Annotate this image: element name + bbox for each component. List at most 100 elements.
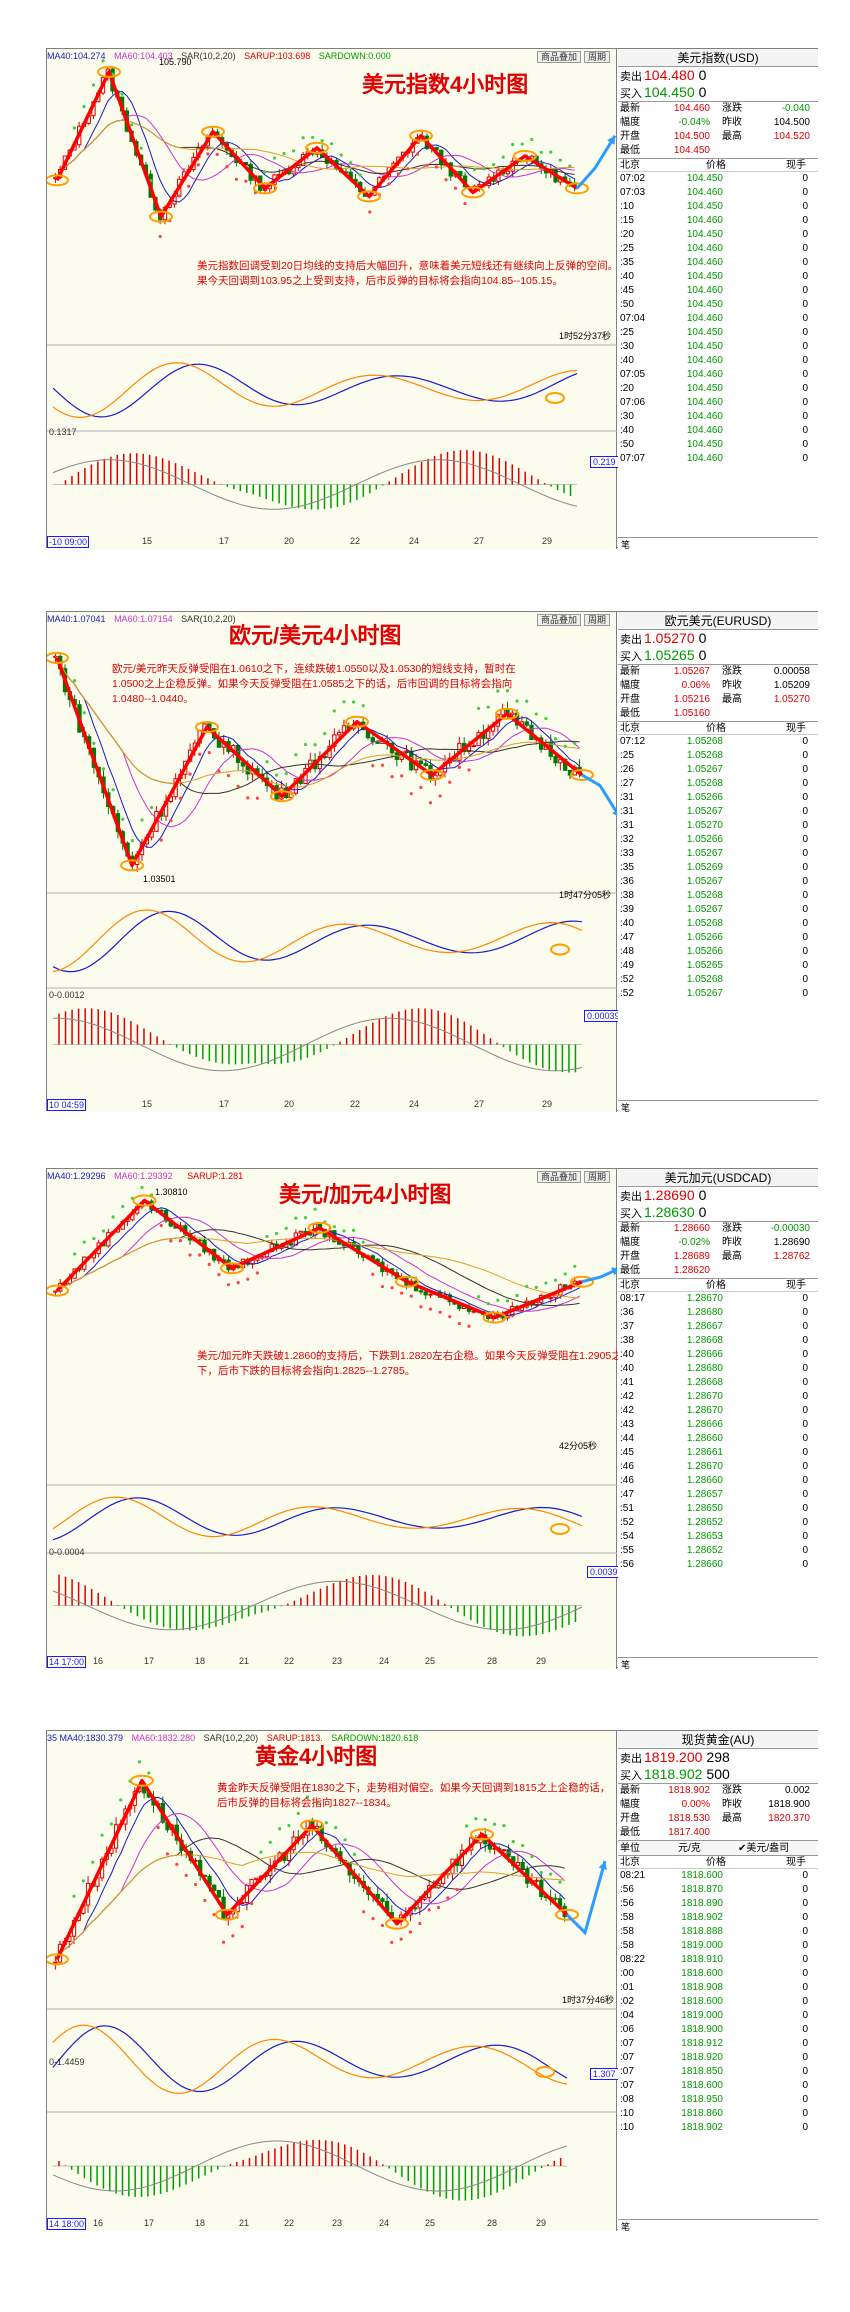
- tick-volume: 0: [802, 1968, 808, 1979]
- sar-dot: [188, 772, 192, 776]
- analysis-annotation: 欧元/美元昨天反弹受阻在1.0610之下，连续跌破1.0550以及1.0530的…: [112, 663, 516, 705]
- stat-row: 幅度 -0.02% 昨收 1.28690: [618, 1236, 818, 1250]
- tick-list[interactable]: 07:12 1.05268 0 :25 1.05268 0 :26 1.0526…: [618, 735, 818, 1001]
- tick-time: :27: [620, 778, 634, 789]
- sar-label: SAR(10,2,20): [181, 614, 236, 624]
- chart-toolbar: 商品叠加 周期: [534, 50, 610, 63]
- sar-dot: [520, 142, 524, 146]
- tick-row: :20 104.450 0: [618, 228, 818, 242]
- tick-volume: 0: [802, 201, 808, 212]
- tick-list[interactable]: 08:17 1.28670 0 :36 1.28680 0 :37 1.2866…: [618, 1292, 818, 1572]
- time-axis-label: 22: [350, 536, 361, 546]
- buy-size: 500: [706, 1766, 730, 1782]
- unit-row[interactable]: 单位 元/克 ✔美元/盎司: [618, 1840, 818, 1855]
- tick-volume: 0: [802, 1940, 808, 1951]
- stat-label: 开盘: [620, 694, 640, 705]
- tick-row: :35 1.05269 0: [618, 861, 818, 875]
- tick-volume: 0: [802, 1307, 808, 1318]
- time-axis-label: 27: [474, 536, 485, 546]
- tick-row: :32 1.05266 0: [618, 833, 818, 847]
- tick-price: 104.460: [686, 411, 723, 422]
- stat-label: 昨收: [722, 680, 742, 691]
- toolbar-button[interactable]: 周期: [583, 51, 610, 63]
- sar-dot: [234, 177, 238, 181]
- price-chart[interactable]: MA40:1.29296 MA60:1.29392 SARUP:1.281 商品…: [47, 1169, 626, 1669]
- price-chart[interactable]: 35 MA40:1830.379 MA60:1832.280 SAR(10,2,…: [47, 1731, 619, 2231]
- candle-body: [471, 745, 476, 748]
- buy-price: 104.450: [644, 84, 695, 100]
- tick-volume: 0: [802, 2052, 808, 2063]
- tick-time: :46: [620, 1461, 634, 1472]
- sar-dot: [492, 1822, 497, 1826]
- unit-option-ounce[interactable]: ✔美元/盎司: [738, 1843, 790, 1854]
- chart-title: 欧元/美元4小时图: [229, 623, 402, 648]
- sar-dot: [425, 163, 429, 167]
- tick-time: :56: [620, 1884, 634, 1895]
- stat-row: 幅度 -0.04% 昨收 104.500: [618, 116, 818, 130]
- stat-value: 1.05270: [773, 694, 810, 705]
- tick-row: :31 1.05267 0: [618, 805, 818, 819]
- sar-dot: [563, 744, 567, 748]
- sar-dot: [558, 1880, 562, 1884]
- toolbar-button[interactable]: 商品叠加: [536, 51, 581, 63]
- tick-price: 1818.888: [681, 1926, 723, 1937]
- price-chart[interactable]: MA40:1.07041 MA60:1.07154 SAR(10,2,20) 商…: [47, 612, 623, 1112]
- tick-price: 104.450: [686, 439, 723, 450]
- sar-dot: [215, 152, 219, 156]
- time-axis-label: 23: [332, 2218, 343, 2228]
- pivot-marker: [97, 65, 121, 78]
- sell-price: 104.480: [644, 67, 695, 83]
- time-axis-label: 24: [379, 1656, 390, 1666]
- sar-dot: [265, 760, 269, 764]
- sar-dot: [534, 712, 538, 716]
- sell-price: 1.05270: [644, 630, 695, 646]
- tick-volume: 0: [802, 215, 808, 226]
- toolbar-button[interactable]: 周期: [583, 614, 610, 626]
- tick-price: 104.460: [686, 285, 723, 296]
- stat-value: 104.500: [773, 117, 810, 128]
- sar-dot: [188, 1253, 192, 1257]
- sar-dot: [467, 1324, 471, 1328]
- projection-arrowhead: [598, 1861, 608, 1870]
- tick-row: :25 1.05268 0: [618, 749, 818, 763]
- tick-list[interactable]: 08:21 1818.600 0 :56 1818.870 0 :56 1818…: [618, 1869, 818, 2135]
- stat-row: 幅度 0.00% 昨收 1818.900: [618, 1798, 818, 1812]
- unit-option-gram[interactable]: 元/克: [678, 1843, 701, 1854]
- sar-dot: [568, 164, 572, 168]
- tick-volume: 0: [802, 1954, 808, 1965]
- pivot-marker: [215, 1908, 239, 1921]
- sar-dot: [184, 1873, 188, 1878]
- tick-list[interactable]: 07:02 104.450 0 07:03 104.460 0 :10 104.…: [618, 172, 818, 466]
- candle-body: [534, 1879, 539, 1882]
- tick-price: 104.460: [686, 397, 723, 408]
- moving-average-line: [55, 119, 575, 179]
- toolbar-button[interactable]: 周期: [583, 1171, 610, 1183]
- sar-dot: [515, 1293, 519, 1298]
- sar-dot: [226, 774, 231, 778]
- sar-dot: [278, 1827, 282, 1831]
- stat-value: 104.500: [673, 131, 710, 142]
- stat-value: 1818.902: [668, 1785, 710, 1796]
- tick-price: 1818.600: [681, 1996, 723, 2007]
- tick-price: 1818.600: [681, 1968, 723, 1979]
- tick-row: :56 1.28660 0: [618, 1558, 818, 1572]
- macd-value-box: 0.219: [590, 456, 619, 468]
- tick-price: 1.05266: [686, 834, 723, 845]
- time-axis: 16 17 18 21 22 23 24 25 28 29: [47, 2217, 617, 2231]
- sar-dot: [196, 163, 200, 167]
- projection-arrow: [575, 134, 617, 190]
- toolbar-button[interactable]: 商品叠加: [536, 614, 581, 626]
- sar-dot: [464, 1824, 469, 1828]
- tick-row: :10 1818.902 0: [618, 2121, 818, 2135]
- sar-dot: [272, 156, 277, 160]
- toolbar-button[interactable]: 商品叠加: [536, 1171, 581, 1183]
- sar-dot: [244, 179, 248, 183]
- time-axis-label: 25: [425, 2218, 436, 2228]
- macd-value-box: 1.307: [590, 2068, 619, 2080]
- tick-volume: 0: [802, 1433, 808, 1444]
- time-axis: 16 17 18 21 22 23 24 25 28 29: [47, 1655, 617, 1669]
- time-axis-label: 28: [487, 2218, 498, 2228]
- price-chart[interactable]: MA40:104.274 MA60:104.403 SAR(10,2,20) S…: [47, 49, 629, 549]
- sar-dot: [320, 139, 324, 143]
- sar-dot: [453, 186, 458, 190]
